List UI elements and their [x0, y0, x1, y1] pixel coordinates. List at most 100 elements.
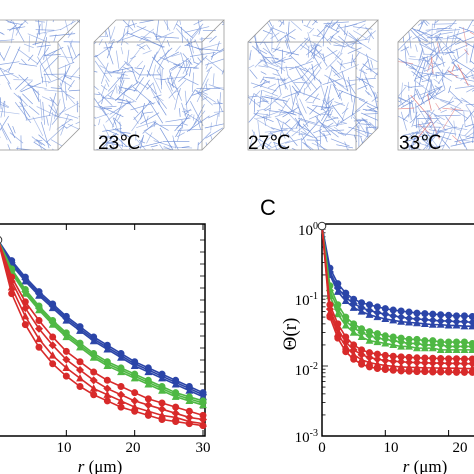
data-point	[444, 345, 453, 353]
fiber	[362, 63, 378, 79]
fiber	[67, 123, 80, 132]
fiber	[322, 78, 343, 86]
fiber	[123, 40, 129, 45]
fiber	[400, 82, 403, 104]
fiber	[191, 72, 195, 93]
fiber	[369, 109, 378, 119]
fiber	[262, 30, 273, 35]
fiber	[416, 142, 434, 149]
fiber	[291, 92, 297, 112]
fiber	[365, 26, 375, 40]
fiber	[8, 24, 18, 32]
fiber	[12, 126, 16, 134]
fiber	[138, 44, 146, 50]
fiber	[411, 99, 415, 114]
fiber	[36, 46, 50, 66]
fiber	[103, 105, 117, 108]
data-point	[342, 348, 350, 356]
fiber	[205, 62, 209, 70]
fiber	[453, 120, 456, 137]
fiber	[156, 20, 171, 32]
fiber	[53, 115, 74, 121]
fiber	[360, 123, 371, 126]
fiber	[104, 41, 114, 65]
fiber	[448, 85, 451, 94]
data-point	[76, 326, 84, 334]
fiber	[67, 45, 74, 63]
fiber	[140, 36, 152, 39]
fiber-network	[398, 20, 474, 150]
fiber	[351, 54, 353, 67]
cube-front-face	[397, 41, 474, 151]
data-point	[341, 296, 350, 305]
fiber	[115, 84, 133, 102]
fiber	[3, 67, 12, 73]
fiber	[398, 93, 407, 102]
fiber	[178, 73, 188, 82]
fiber	[53, 34, 57, 42]
fiber	[176, 132, 185, 138]
fiber	[466, 20, 474, 31]
fiber	[435, 41, 441, 60]
fiber	[267, 83, 277, 89]
fiber	[67, 31, 73, 39]
c-ytick-2: 10-2	[295, 361, 318, 379]
fiber	[281, 20, 285, 25]
fiber	[58, 43, 70, 65]
fiber	[136, 25, 162, 38]
fiber	[143, 111, 154, 114]
fiber	[284, 119, 291, 124]
fiber	[462, 139, 470, 142]
data-point	[333, 309, 342, 318]
fiber	[151, 74, 162, 94]
series-line	[0, 241, 204, 396]
data-point	[413, 368, 421, 376]
panel-c-ylabel: Θ(r)	[280, 318, 301, 351]
fiber	[408, 133, 422, 144]
fiber	[169, 63, 181, 70]
data-point	[158, 415, 166, 423]
fiber	[314, 46, 328, 67]
fiber	[426, 134, 433, 150]
fiber	[337, 132, 363, 137]
fiber	[276, 29, 296, 43]
fiber	[442, 107, 457, 130]
fiber	[361, 77, 368, 90]
data-point	[89, 376, 98, 385]
data-point	[90, 391, 98, 399]
fiber	[338, 92, 342, 101]
fiber	[163, 51, 180, 61]
fiber	[335, 23, 341, 31]
fiber	[418, 43, 437, 53]
fiber	[98, 105, 124, 118]
fiber	[305, 61, 322, 83]
fiber	[289, 35, 296, 40]
fiber	[18, 63, 38, 67]
fiber	[167, 72, 172, 82]
fiber	[48, 104, 57, 114]
fiber	[156, 31, 174, 40]
fiber	[403, 43, 410, 56]
fiber	[120, 46, 124, 55]
fiber	[309, 63, 319, 70]
fiber	[161, 76, 186, 80]
fiber	[312, 34, 321, 38]
fiber	[126, 101, 135, 104]
data-point	[405, 342, 413, 350]
fiber	[59, 55, 74, 59]
fiber	[316, 138, 319, 150]
fiber	[196, 142, 199, 150]
fiber	[273, 20, 283, 24]
data-point	[117, 382, 125, 390]
fiber	[454, 109, 469, 112]
fiber	[470, 71, 474, 84]
fiber	[211, 51, 215, 60]
fiber	[117, 101, 131, 105]
fiber	[363, 113, 378, 115]
fiber	[146, 54, 156, 78]
fiber	[35, 20, 46, 23]
fiber	[299, 44, 321, 59]
fiber	[414, 20, 428, 26]
fiber	[438, 133, 446, 147]
fiber	[436, 71, 453, 82]
